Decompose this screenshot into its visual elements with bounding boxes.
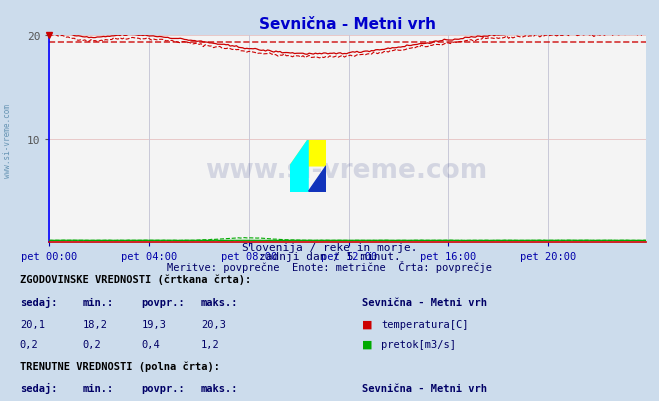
- Text: povpr.:: povpr.:: [142, 297, 185, 307]
- Text: Meritve: povprečne  Enote: metrične  Črta: povprečje: Meritve: povprečne Enote: metrične Črta:…: [167, 260, 492, 272]
- Text: 0,4: 0,4: [142, 339, 160, 349]
- Text: min.:: min.:: [82, 297, 113, 307]
- Text: 0,2: 0,2: [82, 339, 101, 349]
- Text: 1,2: 1,2: [201, 339, 219, 349]
- Text: povpr.:: povpr.:: [142, 383, 185, 393]
- Text: www.si-vreme.com: www.si-vreme.com: [3, 103, 13, 177]
- Text: Slovenija / reke in morje.: Slovenija / reke in morje.: [242, 243, 417, 253]
- Text: ■: ■: [362, 319, 373, 329]
- Text: maks.:: maks.:: [201, 383, 239, 393]
- Text: www.si-vreme.com: www.si-vreme.com: [206, 157, 488, 183]
- Title: Sevnična - Metni vrh: Sevnična - Metni vrh: [259, 17, 436, 32]
- Polygon shape: [290, 140, 326, 166]
- Text: 20,1: 20,1: [20, 319, 45, 329]
- Text: maks.:: maks.:: [201, 297, 239, 307]
- Polygon shape: [290, 140, 308, 192]
- Text: 18,2: 18,2: [82, 319, 107, 329]
- Text: Sevnična - Metni vrh: Sevnična - Metni vrh: [362, 383, 488, 393]
- Text: zadnji dan / 5 minut.: zadnji dan / 5 minut.: [258, 252, 401, 262]
- Text: pretok[m3/s]: pretok[m3/s]: [381, 339, 456, 349]
- Text: ■: ■: [362, 339, 373, 349]
- Text: ZGODOVINSKE VREDNOSTI (črtkana črta):: ZGODOVINSKE VREDNOSTI (črtkana črta):: [20, 274, 251, 285]
- Text: 20,3: 20,3: [201, 319, 226, 329]
- Text: TRENUTNE VREDNOSTI (polna črta):: TRENUTNE VREDNOSTI (polna črta):: [20, 360, 219, 371]
- Text: 0,2: 0,2: [20, 339, 38, 349]
- Polygon shape: [290, 166, 308, 192]
- Text: temperatura[C]: temperatura[C]: [381, 319, 469, 329]
- Polygon shape: [308, 166, 326, 192]
- Text: sedaj:: sedaj:: [20, 296, 57, 307]
- Text: 19,3: 19,3: [142, 319, 167, 329]
- Text: min.:: min.:: [82, 383, 113, 393]
- Text: sedaj:: sedaj:: [20, 382, 57, 393]
- Text: Sevnična - Metni vrh: Sevnična - Metni vrh: [362, 297, 488, 307]
